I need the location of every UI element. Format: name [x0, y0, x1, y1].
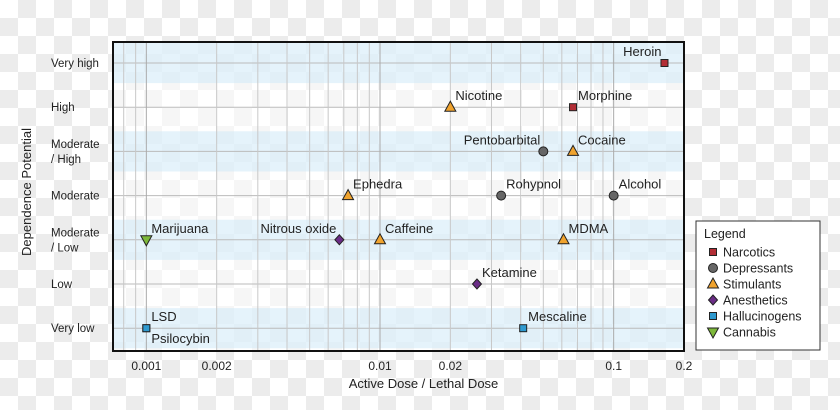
data-point-alcohol [608, 190, 619, 201]
x-tick-label: 0.01 [368, 359, 392, 373]
data-point-pentobarbital [538, 146, 549, 157]
data-label: Cocaine [578, 132, 626, 147]
data-label: Heroin [623, 44, 661, 59]
x-tick-label: 0.02 [439, 359, 463, 373]
data-label: Morphine [578, 88, 632, 103]
y-tick-label: Low [51, 279, 73, 291]
legend-marker-cannabis [706, 327, 720, 340]
data-point-psilocybin [142, 324, 151, 333]
y-tick-label: Moderate [51, 139, 100, 151]
data-label: Nicotine [455, 88, 502, 103]
legend-marker-depressants [708, 263, 718, 273]
legend-entry: Hallucinogens [723, 310, 802, 324]
y-tick-label: High [51, 102, 75, 114]
y-tick-label: / High [51, 154, 81, 166]
data-point-marijuana [139, 235, 153, 247]
legend-entry: Narcotics [723, 246, 775, 260]
x-tick-label: 0.1 [605, 359, 622, 373]
data-point-cocaine [566, 144, 580, 156]
data-point-ephedra [341, 188, 355, 201]
y-tick-label: Moderate [51, 191, 100, 203]
y-tick-label: Moderate [51, 227, 100, 239]
x-tick-label: 0.002 [202, 359, 232, 373]
y-tick-label: Very low [51, 323, 95, 335]
y-tick-label: Very high [51, 58, 99, 70]
legend-marker-anesthetics [707, 294, 719, 306]
data-point-ketamine [471, 278, 483, 290]
x-axis-label: Active Dose / Lethal Dose [349, 376, 499, 391]
data-label: Pentobarbital [464, 132, 541, 147]
legend-marker-hallucinogens [709, 312, 717, 320]
data-point-mdma [557, 232, 570, 245]
data-label: Alcohol [619, 177, 662, 192]
data-point-nicotine [443, 100, 457, 112]
legend-entry: Stimulants [723, 278, 781, 292]
data-label: Marijuana [151, 221, 209, 236]
plot-frame [112, 41, 685, 352]
data-label: Ketamine [482, 265, 537, 280]
x-tick-label: 0.2 [676, 359, 693, 373]
data-label: Ephedra [353, 177, 403, 192]
legend-marker-stimulants [706, 276, 720, 289]
legend-title: Legend [704, 227, 746, 241]
legend-entry: Anesthetics [723, 294, 788, 308]
data-label: Psilocybin [151, 331, 210, 346]
data-point-morphine [569, 103, 578, 112]
data-point-mescaline [519, 324, 528, 333]
x-tick-label: 0.001 [131, 359, 161, 373]
data-label: LSD [151, 309, 176, 324]
data-point-caffeine [373, 232, 387, 245]
data-point-heroin [660, 59, 669, 67]
legend-entry: Depressants [723, 262, 793, 276]
data-label: Mescaline [528, 309, 587, 324]
plot-background [113, 42, 684, 351]
y-tick-label: / Low [51, 242, 79, 254]
data-point-rohypnol [496, 190, 507, 201]
legend-entry: Cannabis [723, 326, 776, 340]
legend-marker-narcotics [709, 248, 717, 256]
data-point-nitrous-oxide [334, 234, 345, 246]
data-label: MDMA [569, 221, 609, 236]
data-label: Nitrous oxide [260, 221, 336, 236]
data-label: Rohypnol [506, 177, 561, 192]
y-axis-label: Dependence Potential [19, 128, 34, 256]
data-label: Caffeine [385, 221, 433, 236]
